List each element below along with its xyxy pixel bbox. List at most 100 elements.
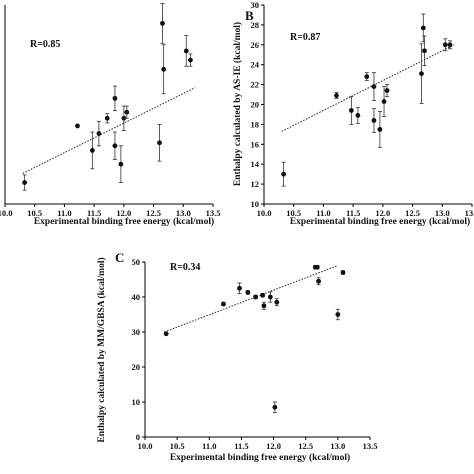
y-tick-label: 10 [132,397,141,407]
data-point [281,171,287,177]
y-axis-label: Enthalpy calculated by MM/GBSA (kcal/mol… [96,257,107,442]
chart-panel-2: 10.0 10.5 11.0 11.5 12.0 12.5 13.0 13.5 10 12 14 16… [232,0,474,227]
data-point [261,303,267,309]
x-tick-label: 11.5 [234,441,248,451]
y-tick-label: 28 [251,20,260,30]
data-point [364,74,370,80]
y-tick-label: 18 [251,119,260,129]
x-tick-label: 13.5 [465,208,474,218]
data-point [161,66,167,72]
x-tick-label: 11.5 [87,208,101,218]
correlation-label: R=0.85 [30,39,60,50]
data-point [274,299,280,305]
x-tick-label: 10.5 [286,208,301,218]
data-point [163,331,169,337]
x-tick-label: 11.0 [316,208,330,218]
data-point [384,88,390,93]
y-tick-label: 30 [251,0,260,10]
x-tick-label: 10.5 [27,208,42,218]
y-tick-label: 24 [251,60,260,70]
data-point [272,404,278,410]
data-point [355,113,361,118]
data-point [260,292,266,298]
data-point [104,115,110,121]
data-point [96,131,102,136]
data-point [160,20,165,26]
x-tick-label: 12.5 [298,441,313,451]
data-point [348,108,354,113]
data-point [334,93,339,98]
data-point [316,278,321,284]
data-point [112,95,118,101]
data-point [75,123,80,129]
data-point [267,294,273,300]
trendline [22,87,196,174]
data-point [118,161,124,167]
y-tick-label: 22 [251,80,260,90]
data-point [371,118,377,123]
data-point [340,270,346,275]
x-tick-label: 10.5 [170,441,185,451]
x-tick-label: 13.0 [330,441,345,451]
data-point [112,143,118,149]
correlation-label: R=0.34 [170,262,200,273]
data-point [381,99,387,104]
trendline [164,265,339,333]
y-tick-label: 14 [251,159,260,169]
x-tick-label: 13.0 [435,208,450,218]
x-tick-label: 11.5 [346,208,360,218]
data-point [157,140,162,146]
y-tick-label: 20 [251,100,260,110]
x-tick-label: 13.5 [363,441,378,451]
y-axis-label: Enthalpy calculated by AS-IE (kcal/mol) [232,22,243,186]
data-point [419,71,424,77]
y-tick-label: 40 [132,292,141,302]
data-point [221,301,226,307]
data-point [188,57,193,63]
x-tick-label: 10.0 [0,208,12,218]
data-point [422,48,427,54]
chart-panel-3: 10.0 10.5 11.0 11.5 12.0 12.5 13.0 13.5 0 10 20 30 4… [96,250,377,463]
x-axis-label: Experimental binding free energy (kcal/m… [290,216,470,227]
x-tick-label: 11.0 [57,208,71,218]
x-tick-label: 13.5 [206,208,221,218]
x-tick-label: 12.0 [116,208,131,218]
panel-label: B [245,8,254,23]
chart-panel-1: 10.0 10.5 11.0 11.5 12.0 12.5 13.0 13.5 R=0.85 Ex… [0,3,220,227]
x-tick-label: 10.0 [138,441,153,451]
y-tick-label: 10 [251,199,260,209]
data-point [89,148,95,153]
data-point [371,84,377,89]
x-tick-label: 12.5 [405,208,420,218]
data-point [447,42,453,48]
y-tick-label: 20 [132,362,141,372]
data-point [22,180,28,185]
y-tick-label: 30 [132,327,141,337]
data-point [314,264,320,270]
data-point [183,48,189,54]
y-tick-label: 50 [132,257,141,267]
panel-label: C [115,250,124,265]
data-point [253,294,258,300]
data-point [124,109,130,115]
x-axis-label: Experimental binding free energy (kcal/m… [34,216,214,227]
y-tick-label: 16 [251,139,260,149]
x-tick-label: 10.0 [257,208,272,218]
data-point [121,115,127,121]
x-tick-label: 12.0 [266,441,281,451]
y-tick-label: 0 [136,432,140,442]
data-point [237,285,242,291]
y-tick-label: 26 [251,40,260,50]
x-tick-label: 11.0 [202,441,216,451]
x-axis-label: Experimental binding free energy (kcal/m… [170,452,350,463]
y-tick-label: 12 [251,179,260,189]
data-point [377,126,383,132]
data-point [335,312,341,317]
data-point [442,42,448,48]
x-tick-label: 13.0 [176,208,191,218]
data-point [245,290,251,295]
correlation-label: R=0.87 [290,32,320,43]
data-point [420,25,426,31]
x-tick-label: 12.5 [146,208,161,218]
